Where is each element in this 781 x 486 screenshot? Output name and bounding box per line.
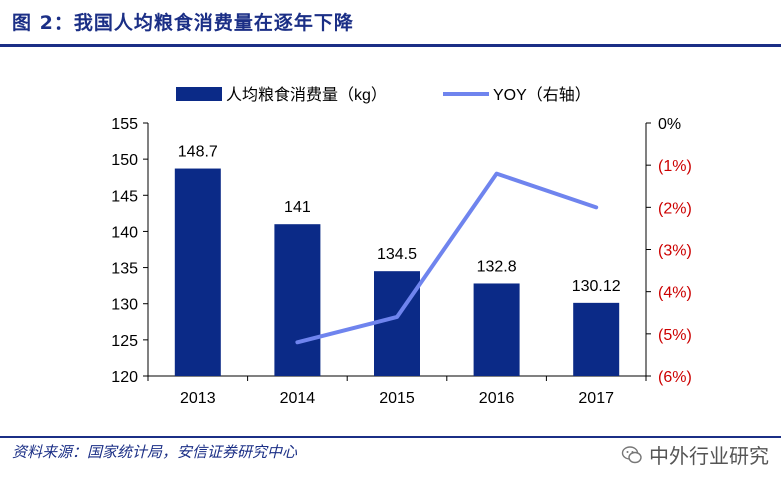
- right-tick-label: (3%): [658, 243, 692, 260]
- bar-data-label: 134.5: [377, 246, 417, 263]
- page-title: 图 2：我国人均粮食消费量在逐年下降: [12, 12, 354, 34]
- x-tick-label: 2014: [280, 390, 316, 407]
- x-tick-label: 2016: [479, 390, 515, 407]
- left-tick-label: 150: [111, 152, 138, 169]
- left-tick-label: 140: [111, 224, 138, 241]
- legend-line-label: YOY（右轴）: [493, 86, 591, 104]
- right-tick-label: (2%): [658, 200, 692, 217]
- bar: [374, 271, 420, 376]
- left-tick-label: 155: [111, 116, 138, 133]
- bar-data-label: 130.12: [572, 278, 621, 295]
- watermark-text: 中外行业研究: [649, 444, 769, 468]
- source-note: 资料来源：国家统计局，安信证券研究中心: [12, 443, 298, 461]
- right-tick-label: (4%): [658, 285, 692, 302]
- chart: 120 125 130 135 140 145 150 155 (6%) (5%) (4%) (3%)…: [111, 86, 692, 407]
- right-tick-label: (6%): [658, 369, 692, 386]
- left-tick-label: 135: [111, 261, 138, 278]
- right-tick-label: (1%): [658, 158, 692, 175]
- left-tick-label: 145: [111, 188, 138, 205]
- left-tick-label: 130: [111, 297, 138, 314]
- bar-data-label: 132.8: [477, 258, 517, 275]
- right-tick-label: (5%): [658, 327, 692, 344]
- wechat-icon: [621, 445, 642, 463]
- legend-bar-label: 人均粮食消费量（kg）: [226, 86, 387, 104]
- x-tick-label: 2013: [180, 390, 216, 407]
- header-rule: [0, 44, 781, 47]
- x-tick-label: 2015: [379, 390, 415, 407]
- yoy-line: [295, 171, 599, 345]
- bar: [174, 168, 221, 376]
- right-tick-label: 0%: [658, 116, 681, 133]
- watermark: 中外行业研究: [621, 440, 769, 469]
- bar: [274, 224, 321, 376]
- bar-data-label: 148.7: [178, 144, 218, 161]
- left-tick-label: 120: [111, 369, 138, 386]
- bar: [473, 283, 520, 376]
- x-tick-label: 2017: [578, 390, 614, 407]
- footer-rule: [0, 436, 781, 438]
- bar-data-label: 141: [284, 199, 311, 216]
- bar: [573, 302, 620, 376]
- legend-bar-swatch: [176, 87, 222, 101]
- left-tick-label: 125: [111, 333, 138, 350]
